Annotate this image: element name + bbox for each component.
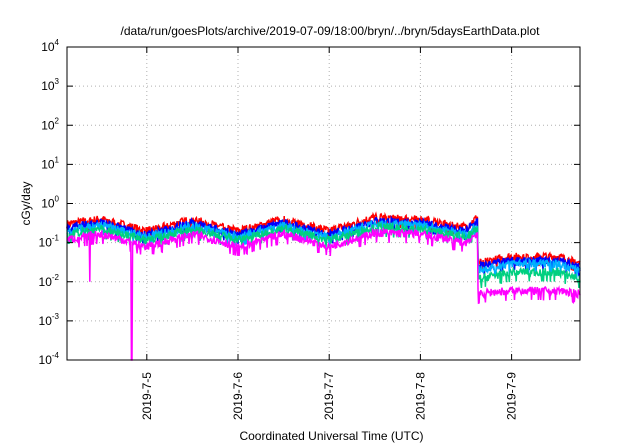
y-tick-label: 10-3 <box>39 312 60 328</box>
x-tick-label: 2019-7-7 <box>322 372 336 420</box>
x-axis-title: Coordinated Universal Time (UTC) <box>239 429 423 443</box>
data-series-line <box>66 226 581 361</box>
x-tick-label: 2019-7-8 <box>413 372 427 420</box>
y-tick-label: 103 <box>41 77 59 93</box>
series-layer <box>66 211 581 361</box>
data-series-line <box>66 221 581 289</box>
y-tick-label: 10-2 <box>39 273 60 289</box>
y-tick-label: 104 <box>41 38 59 54</box>
x-tick-label: 2019-7-6 <box>231 372 245 420</box>
y-tick-label: 100 <box>41 195 59 211</box>
chart-title: /data/run/goesPlots/archive/2019-07-09/1… <box>121 24 541 38</box>
grid-layer <box>67 47 580 360</box>
y-tick-label: 10-1 <box>39 234 60 250</box>
x-tick-label: 2019-7-9 <box>505 372 519 420</box>
y-tick-label: 10-4 <box>39 351 60 367</box>
y-axis-title: cGy/day <box>19 181 33 225</box>
y-tick-label: 101 <box>41 155 59 171</box>
tick-layer: 10-4 10-3 10-2 10-1 100 101 102 103 104 2019-7-5 2… <box>39 38 580 420</box>
y-tick-label: 102 <box>41 116 59 132</box>
x-tick-label: 2019-7-5 <box>140 372 154 420</box>
